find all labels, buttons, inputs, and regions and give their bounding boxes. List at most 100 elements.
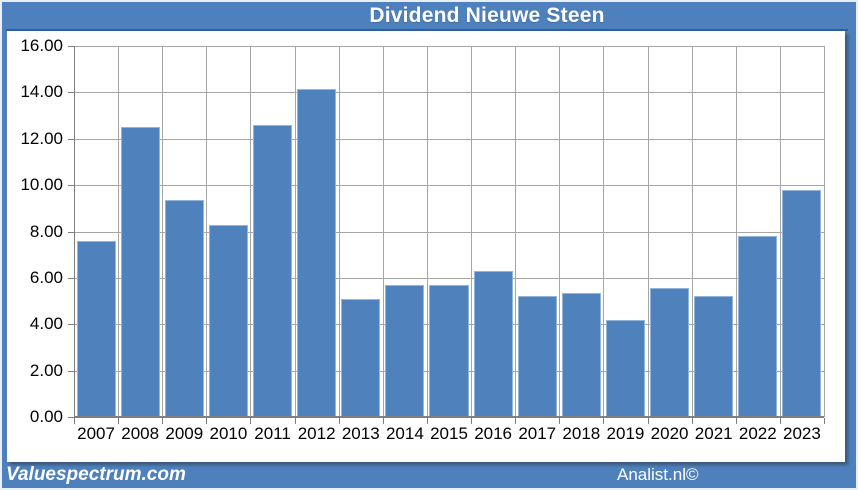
x-axis-tick: [647, 418, 649, 424]
x-axis-tick: [250, 418, 252, 424]
gridline-vertical: [338, 46, 340, 417]
gridline-horizontal: [74, 92, 824, 94]
gridline-horizontal: [74, 185, 824, 187]
x-tick-label: 2008: [121, 424, 160, 443]
x-axis-line: [74, 416, 824, 418]
bar-2015: [429, 284, 469, 417]
y-tick-label: 4.00: [29, 314, 63, 334]
bar-2017: [517, 296, 557, 417]
analist-credit-text: Analist.nl©: [617, 465, 699, 484]
gridline-vertical: [206, 46, 208, 417]
valuespectrum-logo-text: Valuespectrum.com: [6, 464, 186, 485]
y-tick-label: 12.00: [20, 128, 63, 148]
gridline-vertical: [779, 46, 781, 417]
x-axis-tick: [338, 418, 340, 424]
bar-2020: [650, 288, 690, 417]
title-underline: [6, 29, 848, 31]
y-axis-tick: [68, 46, 74, 47]
chart-panel: 16.00 14.00 12.00 10.00 8.00 6.00 4.00 2.00 0.00…: [7, 31, 845, 462]
y-axis-tick: [68, 138, 74, 140]
x-tick-label: 2023: [783, 424, 821, 443]
y-axis-tick: [68, 370, 74, 372]
x-axis-tick: [779, 418, 781, 424]
bar-2010: [208, 224, 248, 417]
x-tick-label: 2017: [518, 424, 557, 443]
gridline-vertical: [647, 46, 649, 417]
x-axis-tick: [162, 418, 164, 424]
gridline-vertical: [515, 46, 517, 417]
gridline-vertical: [162, 46, 164, 417]
bar-2023: [782, 189, 822, 417]
x-tick-label: 2010: [209, 424, 248, 443]
y-axis-tick: [68, 185, 74, 187]
gridline-vertical: [118, 46, 120, 417]
x-tick-label: 2019: [606, 424, 645, 443]
bar-2009: [164, 200, 204, 417]
y-axis-tick: [68, 277, 74, 279]
gridline-vertical: [250, 46, 252, 417]
x-axis-tick: [471, 418, 473, 424]
bar-2012: [297, 88, 337, 417]
bar-2011: [252, 124, 293, 417]
x-axis-tick: [559, 418, 561, 424]
x-axis-tick: [118, 418, 120, 424]
bar-2013: [341, 298, 381, 417]
x-tick-label: 2014: [385, 424, 424, 443]
gridline-vertical: [735, 46, 737, 417]
bar-2022: [738, 236, 778, 417]
bar-2014: [385, 284, 425, 417]
gridline-vertical: [603, 46, 605, 417]
y-axis-tick: [68, 231, 74, 233]
gridline-vertical: [426, 46, 428, 417]
x-axis-tick: [603, 418, 605, 424]
x-tick-label: 2022: [738, 424, 777, 443]
x-axis-tick: [515, 418, 517, 424]
x-axis-tick: [206, 418, 208, 424]
chart-title-bar: Dividend Nieuwe Steen: [2, 2, 856, 29]
y-axis-line: [74, 46, 75, 417]
y-tick-label: 14.00: [20, 82, 63, 102]
x-tick-label: 2021: [694, 424, 733, 443]
bar-2008: [120, 127, 160, 417]
y-tick-label: 10.00: [20, 175, 63, 195]
y-tick-label: 8.00: [29, 221, 63, 241]
y-tick-label: 0.00: [29, 407, 63, 426]
x-tick-label: 2007: [77, 424, 115, 443]
y-tick-label: 6.00: [29, 267, 63, 287]
gridline-horizontal: [74, 277, 824, 279]
plot-area: [74, 46, 825, 424]
x-axis-tick: [824, 418, 825, 424]
y-tick-label: 16.00: [20, 36, 63, 55]
bar-2018: [561, 292, 601, 417]
x-axis-tick: [426, 418, 428, 424]
x-tick-label: 2011: [254, 424, 291, 443]
x-axis-tick: [74, 418, 75, 424]
x-tick-label: 2020: [650, 424, 689, 443]
y-tick-label: 2.00: [29, 360, 63, 380]
gridline-vertical: [691, 46, 693, 417]
chart-title: Dividend Nieuwe Steen: [369, 4, 605, 27]
bar-2007: [76, 240, 116, 417]
y-axis-tick: [68, 324, 74, 326]
x-tick-label: 2015: [430, 424, 468, 443]
bar-2019: [605, 319, 646, 417]
gridline-vertical: [382, 46, 384, 417]
x-axis-tick: [735, 418, 737, 424]
x-axis-tick: [382, 418, 384, 424]
x-axis-tick: [691, 418, 693, 424]
gridline-vertical: [559, 46, 561, 417]
y-axis-tick: [68, 92, 74, 94]
x-tick-label: 2018: [562, 424, 601, 443]
gridline-vertical: [294, 46, 296, 417]
x-tick-label: 2016: [474, 424, 513, 443]
gridline-horizontal: [74, 46, 824, 47]
bar-2016: [473, 270, 513, 417]
y-axis-tick: [68, 417, 74, 418]
gridline-horizontal: [74, 138, 824, 140]
gridline-vertical: [824, 46, 825, 417]
gridline-horizontal: [74, 231, 824, 233]
gridline-vertical: [471, 46, 473, 417]
x-tick-label: 2012: [297, 424, 336, 443]
x-axis-tick: [294, 418, 296, 424]
